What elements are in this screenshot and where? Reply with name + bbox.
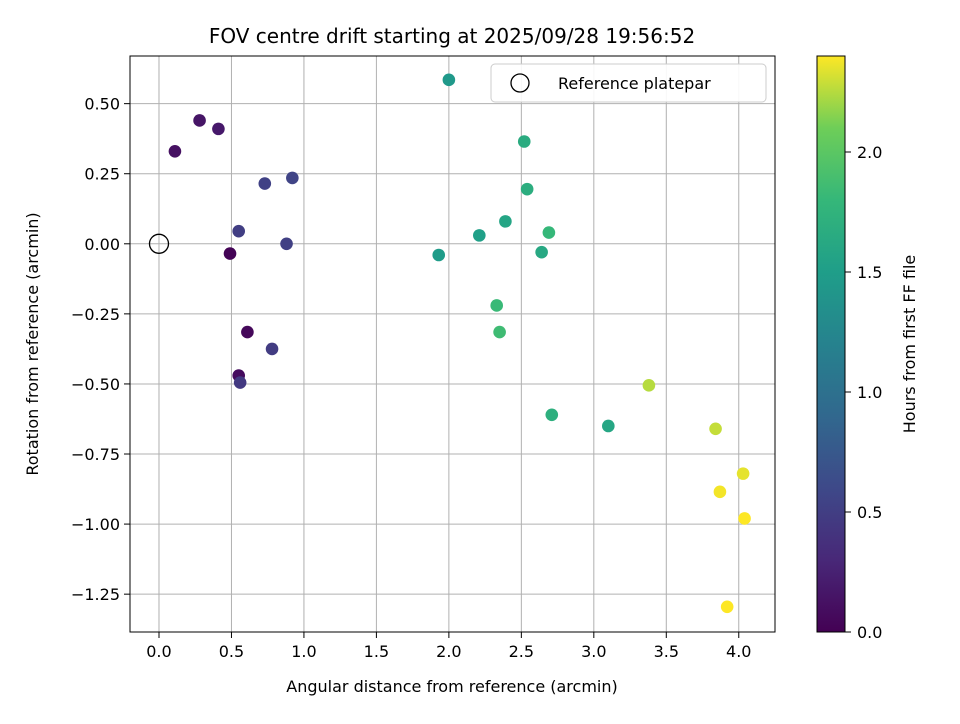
plot-area [130,56,775,632]
colorbar-tick-label: 1.5 [857,263,882,282]
x-tick-label: 4.0 [726,642,751,661]
y-tick-label: −1.25 [71,585,120,604]
scatter-point [432,248,446,262]
scatter-point [713,485,727,499]
scatter-point [520,182,534,196]
y-tick-label: 0.50 [84,95,120,114]
x-tick-label: 3.0 [581,642,606,661]
x-tick-label: 1.0 [291,642,316,661]
scatter-point [265,342,279,356]
y-tick-label: −0.25 [71,305,120,324]
y-axis-ticks: 0.50 0.25 0.00 −0.25 −0.50 −0.75 −1.00 −1.25 [71,95,130,604]
legend: Reference platepar [490,63,767,103]
x-tick-label: 0.0 [146,642,171,661]
legend-box [490,63,767,103]
x-tick-label: 0.5 [219,642,244,661]
scatter-point [493,325,506,339]
y-tick-label: −1.00 [71,515,120,534]
scatter-point [720,600,734,614]
scatter-point [193,114,206,127]
scatter-point [738,512,751,525]
scatter-point [545,408,559,422]
legend-label: Reference platepar [558,74,711,93]
scatter-point [709,422,722,436]
x-tick-label: 1.5 [364,642,389,661]
scatter-point [736,467,750,480]
y-axis-label: Rotation from reference (arcmin) [23,212,42,475]
legend-marker [510,73,530,93]
y-tick-label: 0.00 [84,235,120,254]
colorbar-tick-label: 2.0 [857,143,882,162]
colorbar-tick-label: 0.0 [857,623,882,642]
scatter-point [490,299,504,312]
colorbar-tick-label: 0.5 [857,503,882,522]
scatter-point [442,73,456,87]
x-axis-label: Angular distance from reference (arcmin) [286,677,617,696]
reference-platepar-marker [148,233,170,254]
scatter-point [535,245,548,259]
y-tick-label: −0.75 [71,445,120,464]
y-tick-label: 0.25 [84,165,120,184]
scatter-point [223,247,237,260]
scatter-point [233,376,247,389]
scatter-point [602,419,615,433]
x-tick-label: 3.5 [654,642,679,661]
colorbar-label: Hours from first FF file [900,255,919,434]
colorbar-gradient [816,55,846,633]
scatter-point [168,144,182,158]
reference-layer [148,233,170,254]
plot-frame [129,55,776,633]
colorbar-tick-label: 1.0 [857,383,882,402]
scatter-point [517,135,531,148]
scatter-point [642,379,656,392]
scatter-point [212,122,225,136]
grid [130,56,775,632]
scatter-point [241,325,254,339]
x-tick-label: 2.5 [509,642,534,661]
x-tick-label: 2.0 [436,642,461,661]
chart-title: FOV centre drift starting at 2025/09/28 … [209,24,695,48]
scatter-point [542,226,556,239]
scatter-point [280,237,293,251]
scatter-point [232,224,246,238]
scatter-point [499,215,512,228]
colorbar-ticks: 0.0 0.5 1.0 1.5 2.0 [845,143,882,642]
colorbar: 0.0 0.5 1.0 1.5 2.0 Hours from first FF file [816,55,919,642]
y-tick-label: −0.50 [71,375,120,394]
scatter-point [473,229,486,242]
x-axis-ticks: 0.0 0.5 1.0 1.5 2.0 2.5 3.0 3.5 4.0 [146,632,751,661]
points-layer [168,73,751,614]
scatter-point [286,171,299,185]
scatter-point [258,177,272,190]
